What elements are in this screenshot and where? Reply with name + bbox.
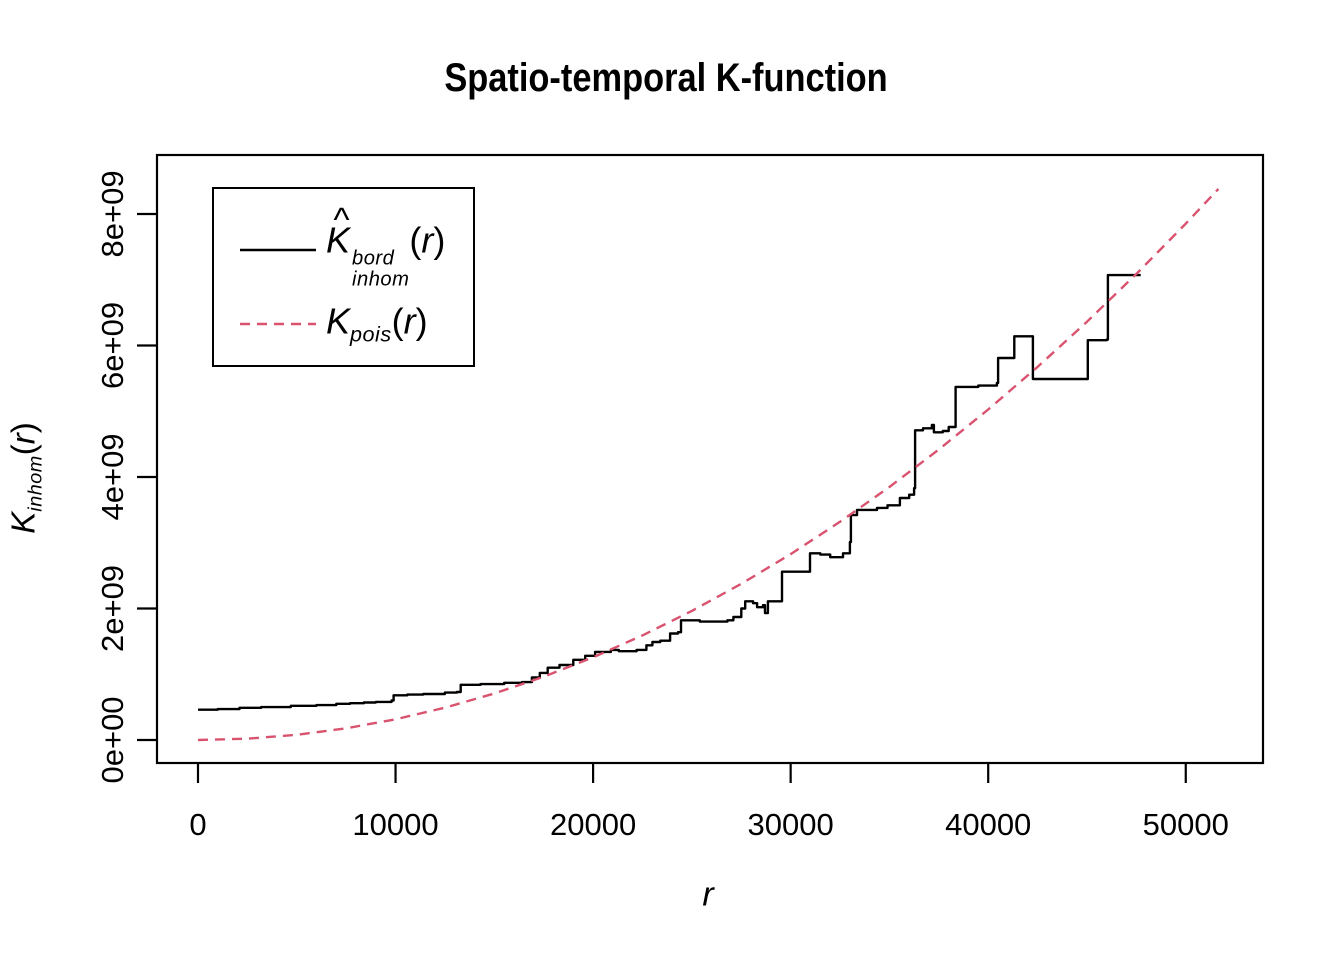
x-tick-label: 20000 xyxy=(550,807,636,842)
legend-label-k-pois: Kpois(r) xyxy=(326,300,428,347)
plot-box xyxy=(155,153,1265,765)
x-tick-label: 0 xyxy=(189,807,206,842)
legend-solid-line-sample xyxy=(240,248,316,252)
y-tick-label: 2e+09 xyxy=(95,565,130,652)
x-tick-label: 30000 xyxy=(748,807,834,842)
y-tick-label: 8e+09 xyxy=(95,170,130,257)
x-tick-label: 40000 xyxy=(945,807,1031,842)
x-tick-label: 10000 xyxy=(352,807,438,842)
y-tick-label: 0e+00 xyxy=(95,696,130,783)
plot-title: Spatio-temporal K-function xyxy=(444,56,888,100)
k-estimate-curve xyxy=(198,273,1141,711)
x-axis-label: r xyxy=(702,875,714,914)
y-tick-label: 6e+09 xyxy=(95,302,130,389)
legend-dashed-line-sample xyxy=(240,322,316,326)
y-axis-label: Kinhom(r) xyxy=(4,422,47,534)
y-tick-label: 4e+09 xyxy=(95,433,130,520)
x-tick-label: 50000 xyxy=(1143,807,1229,842)
k-pois-curve xyxy=(197,188,1220,742)
